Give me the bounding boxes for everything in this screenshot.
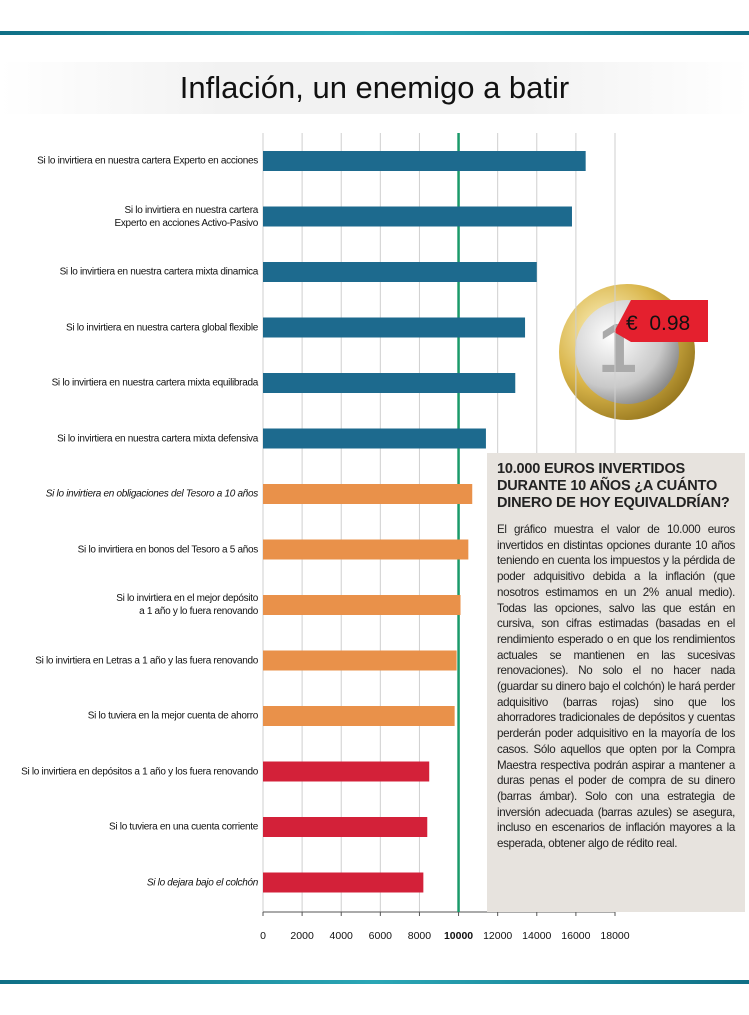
bar — [263, 872, 424, 893]
x-tick-label: 6000 — [369, 930, 393, 942]
y-tick-label: Si lo invirtiera en obligaciones del Tes… — [45, 488, 259, 500]
bar — [263, 206, 572, 227]
y-tick-label: Si lo tuviera en la mejor cuenta de ahor… — [87, 710, 259, 722]
bar — [263, 373, 516, 393]
x-tick-label: 10000 — [444, 930, 473, 942]
sidebar-heading: 10.000 EUROS INVERTIDOS DURANTE 10 AÑOS … — [497, 461, 730, 511]
bar — [263, 428, 486, 449]
y-tick-label: Si lo invirtiera en nuestra cartera Expe… — [37, 155, 258, 167]
x-tick-label: 4000 — [330, 930, 354, 942]
bar — [263, 595, 461, 615]
bar — [263, 761, 430, 782]
y-tick-label: Si lo invirtiera en el mejor depósito a … — [116, 593, 258, 617]
y-tick-label: Si lo tuviera en una cuenta corriente — [109, 821, 258, 833]
bar — [263, 817, 428, 837]
bar — [263, 650, 457, 671]
bar — [263, 706, 455, 726]
y-tick-label: Si lo invirtiera en nuestra cartera mixt… — [59, 266, 259, 278]
y-tick-label: Si lo invirtiera en Letras a 1 año y las… — [35, 655, 258, 666]
coin: 1 € 0.98 — [559, 284, 708, 420]
price-tag-text: € 0.98 — [626, 312, 690, 335]
y-tick-label: Si lo dejara bajo el colchón — [146, 877, 258, 888]
bar — [263, 151, 586, 171]
y-tick-label: Si lo invirtiera en nuestra cartera glob… — [65, 322, 258, 333]
chart-title: Inflación, un enemigo a batir — [0, 62, 749, 114]
x-tick-label: 8000 — [408, 930, 432, 942]
x-tick-label: 14000 — [522, 930, 551, 942]
x-tick-label: 12000 — [483, 930, 512, 942]
bar — [263, 262, 537, 282]
y-tick-label: Si lo invirtiera en nuestra cartera mixt… — [51, 377, 259, 389]
y-tick-label: Si lo invirtiera en nuestra cartera Expe… — [114, 204, 258, 229]
x-tick-label: 2000 — [290, 930, 314, 942]
x-tick-label: 16000 — [561, 930, 590, 942]
y-tick-label: Si lo invirtiera en bonos del Tesoro a 5… — [77, 544, 259, 555]
y-tick-label: Si lo invirtiera en nuestra cartera mixt… — [57, 433, 258, 444]
bar — [263, 317, 526, 338]
y-tick-label: Si lo invirtiera en depósitos a 1 año y … — [21, 766, 258, 777]
bottom-rule — [0, 980, 749, 984]
sidebar-body: El gráfico muestra el valor de 10.000 eu… — [497, 523, 735, 851]
price-tag — [614, 300, 708, 342]
x-tick-label: 18000 — [600, 930, 629, 942]
bar — [263, 484, 473, 504]
x-tick-label: 0 — [260, 930, 266, 942]
bar — [263, 539, 469, 560]
top-rule — [0, 31, 749, 35]
sidebar: 10.000 EUROS INVERTIDOS DURANTE 10 AÑOS … — [487, 453, 745, 912]
